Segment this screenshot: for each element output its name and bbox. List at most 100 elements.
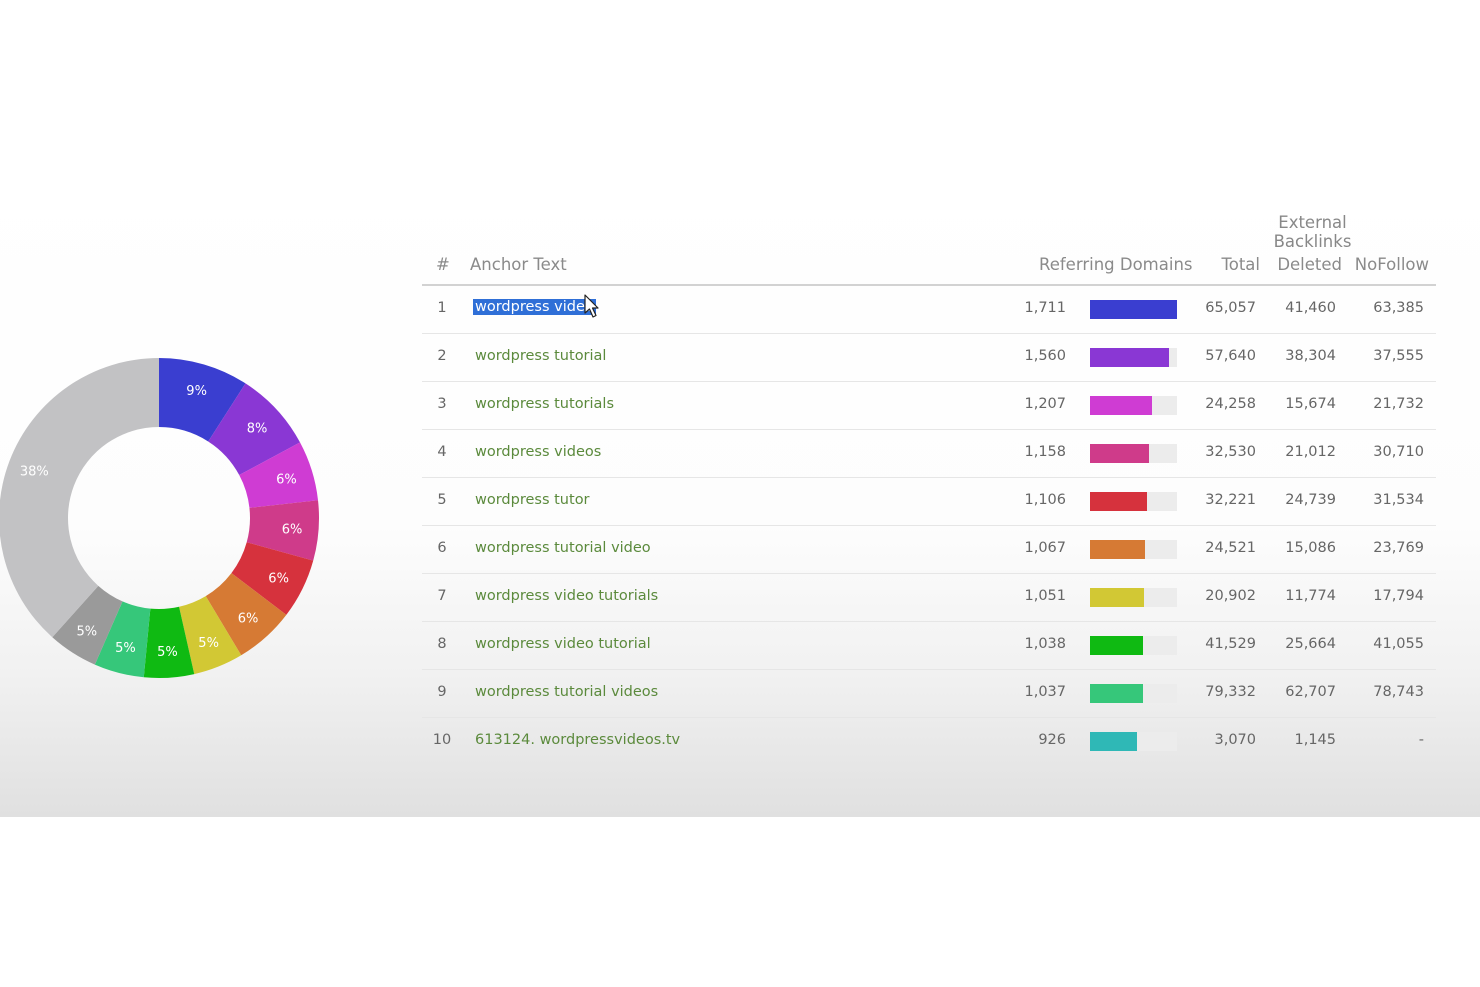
nofollow-backlinks-value: 17,794: [1373, 588, 1424, 604]
deleted-backlinks-value: 41,460: [1285, 300, 1336, 316]
referring-domains-bar-fill: [1090, 396, 1152, 415]
table-row[interactable]: 9 wordpress tutorial videos 1,037 79,332 62,…: [422, 670, 1436, 718]
table-row[interactable]: 2 wordpress tutorial 1,560 57,640 38,304 37,5…: [422, 334, 1436, 382]
donut-slice[interactable]: [231, 542, 314, 615]
donut-slice[interactable]: [159, 358, 246, 442]
referring-domains-bar-fill: [1090, 540, 1145, 559]
row-number: 6: [437, 540, 447, 556]
donut-slice-label: 6%: [282, 523, 303, 538]
donut-slice[interactable]: [205, 573, 287, 656]
group-header: External Backlinks: [422, 213, 1436, 251]
anchor-text-link[interactable]: wordpress tutorial: [475, 348, 607, 364]
donut-slice-label: 38%: [20, 464, 49, 479]
table-body: 1 wordpress video 1,711 65,057 41,460 63,385 2…: [422, 286, 1436, 765]
referring-domains-bar: [1090, 636, 1177, 655]
total-backlinks-value: 3,070: [1214, 732, 1256, 748]
col-deleted-header[interactable]: Deleted: [1277, 255, 1342, 274]
deleted-backlinks-value: 15,086: [1285, 540, 1336, 556]
row-number: 2: [437, 348, 447, 364]
deleted-backlinks-value: 21,012: [1285, 444, 1336, 460]
row-number: 4: [437, 444, 447, 460]
anchor-text-donut-chart: 9% 8% 6% 6% 6% 6% 5% 5% 5% 5% 38%: [0, 328, 320, 710]
table-header-row: # Anchor Text Referring Domains Total De…: [422, 248, 1436, 286]
row-number: 9: [437, 684, 447, 700]
nofollow-backlinks-value: 23,769: [1373, 540, 1424, 556]
row-number: 10: [432, 732, 452, 748]
donut-slice[interactable]: [0, 358, 159, 638]
col-anchor-text-header[interactable]: Anchor Text: [470, 255, 567, 274]
donut-slice[interactable]: [246, 500, 320, 561]
donut-slice[interactable]: [52, 585, 123, 665]
anchor-text-link[interactable]: wordpress tutorials: [475, 396, 615, 412]
table-row[interactable]: 4 wordpress videos 1,158 32,530 21,012 30,710: [422, 430, 1436, 478]
total-backlinks-value: 65,057: [1205, 300, 1256, 316]
anchor-text-link[interactable]: 613124. wordpressvideos.tv: [475, 732, 681, 748]
referring-domains-value: 1,560: [1024, 348, 1066, 364]
donut-slice[interactable]: [208, 383, 301, 476]
donut-slice-label: 6%: [276, 472, 297, 487]
donut-slice-label: 8%: [247, 421, 268, 436]
table-row[interactable]: 7 wordpress video tutorials 1,051 20,902 11,…: [422, 574, 1436, 622]
donut-slice-label: 5%: [115, 641, 136, 656]
donut-slice[interactable]: [143, 606, 195, 678]
referring-domains-value: 1,051: [1024, 588, 1066, 604]
referring-domains-value: 1,106: [1024, 492, 1066, 508]
referring-domains-bar: [1090, 684, 1177, 703]
anchor-text-link[interactable]: wordpress tutor: [475, 492, 590, 508]
row-number: 8: [437, 636, 447, 652]
deleted-backlinks-value: 24,739: [1285, 492, 1336, 508]
row-number: 5: [437, 492, 447, 508]
total-backlinks-value: 24,521: [1205, 540, 1256, 556]
referring-domains-bar-fill: [1090, 492, 1147, 511]
donut-svg: 9% 8% 6% 6% 6% 6% 5% 5% 5% 5% 38%: [0, 358, 320, 678]
nofollow-backlinks-value: -: [1418, 732, 1424, 748]
col-total-header[interactable]: Total: [1221, 255, 1260, 274]
referring-domains-bar: [1090, 492, 1177, 511]
referring-domains-bar-fill: [1090, 300, 1177, 319]
table-row[interactable]: 6 wordpress tutorial video 1,067 24,521 15,0…: [422, 526, 1436, 574]
donut-slice[interactable]: [94, 601, 151, 678]
donut-slice[interactable]: [179, 596, 242, 675]
referring-domains-bar: [1090, 300, 1177, 319]
anchor-text-link[interactable]: wordpress video tutorial: [475, 636, 651, 652]
referring-domains-bar: [1090, 348, 1177, 367]
referring-domains-bar-fill: [1090, 348, 1170, 367]
table-row[interactable]: 1 wordpress video 1,711 65,057 41,460 63,385: [422, 286, 1436, 334]
col-nofollow-header[interactable]: NoFollow: [1354, 255, 1429, 274]
referring-domains-bar: [1090, 588, 1177, 607]
total-backlinks-value: 57,640: [1205, 348, 1256, 364]
total-backlinks-value: 79,332: [1205, 684, 1256, 700]
anchor-text-link[interactable]: wordpress tutorial videos: [475, 684, 659, 700]
anchor-text-link[interactable]: wordpress videos: [475, 444, 602, 460]
total-backlinks-value: 32,530: [1205, 444, 1256, 460]
nofollow-backlinks-value: 37,555: [1373, 348, 1424, 364]
deleted-backlinks-value: 25,664: [1285, 636, 1336, 652]
referring-domains-value: 1,037: [1024, 684, 1066, 700]
deleted-backlinks-value: 62,707: [1285, 684, 1336, 700]
referring-domains-value: 1,158: [1024, 444, 1066, 460]
anchor-text-link[interactable]: wordpress video tutorials: [475, 588, 659, 604]
donut-slice[interactable]: [239, 442, 319, 508]
referring-domains-bar-fill: [1090, 444, 1150, 463]
table-row[interactable]: 3 wordpress tutorials 1,207 24,258 15,674 21,…: [422, 382, 1436, 430]
nofollow-backlinks-value: 78,743: [1373, 684, 1424, 700]
referring-domains-bar: [1090, 396, 1177, 415]
donut-slice-label: 6%: [238, 611, 259, 626]
col-referring-domains-header[interactable]: Referring Domains: [1039, 255, 1193, 274]
anchor-text-link[interactable]: wordpress video: [473, 299, 596, 315]
table-row[interactable]: 10 613124. wordpressvideos.tv 926 3,070 1,14…: [422, 718, 1436, 765]
referring-domains-value: 1,207: [1024, 396, 1066, 412]
external-backlinks-header: External Backlinks: [1273, 213, 1352, 251]
referring-domains-bar-fill: [1090, 732, 1137, 751]
deleted-backlinks-value: 11,774: [1285, 588, 1336, 604]
referring-domains-bar-fill: [1090, 684, 1144, 703]
referring-domains-value: 1,067: [1024, 540, 1066, 556]
donut-slice-label: 5%: [157, 645, 178, 660]
table-row[interactable]: 8 wordpress video tutorial 1,038 41,529 25,6…: [422, 622, 1436, 670]
col-number-header[interactable]: #: [436, 255, 450, 274]
table-row[interactable]: 5 wordpress tutor 1,106 32,221 24,739 31,534: [422, 478, 1436, 526]
referring-domains-value: 1,038: [1024, 636, 1066, 652]
anchor-text-link[interactable]: wordpress tutorial video: [475, 540, 651, 556]
referring-domains-bar: [1090, 444, 1177, 463]
row-number: 7: [437, 588, 447, 604]
